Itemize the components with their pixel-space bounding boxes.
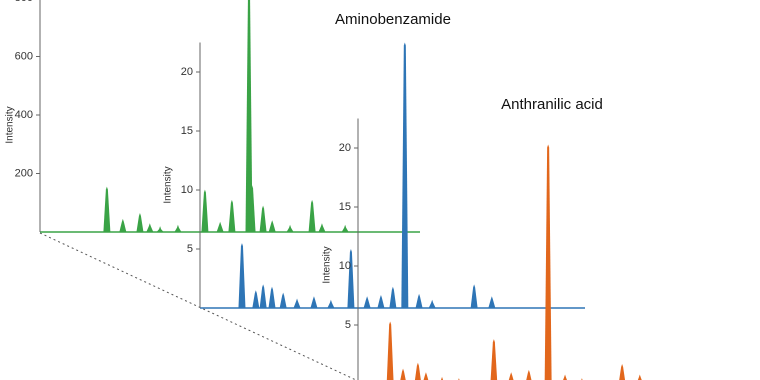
peak bbox=[363, 296, 371, 308]
peak bbox=[377, 295, 385, 308]
peak bbox=[637, 374, 642, 380]
y-tick-label: 5 bbox=[187, 243, 193, 255]
peak bbox=[341, 224, 349, 232]
peak bbox=[228, 199, 236, 232]
peak bbox=[201, 189, 209, 232]
peak bbox=[259, 205, 267, 232]
peak bbox=[174, 224, 182, 232]
peak bbox=[248, 185, 256, 232]
y-tick-label: 800 bbox=[15, 0, 33, 4]
peak bbox=[414, 362, 421, 380]
peak bbox=[386, 321, 394, 380]
peak bbox=[293, 298, 301, 308]
peak bbox=[401, 42, 409, 308]
y-tick-label: 5 bbox=[345, 319, 351, 331]
peak bbox=[563, 374, 567, 380]
peak bbox=[238, 243, 246, 308]
peak bbox=[428, 299, 436, 308]
chart-title: Anthranilic acid bbox=[501, 96, 603, 113]
peak bbox=[389, 286, 397, 308]
y-tick-label: 20 bbox=[339, 142, 351, 154]
y-axis-label: Intensity bbox=[163, 166, 174, 203]
y-axis-label: Intensity bbox=[322, 246, 333, 283]
peak bbox=[347, 249, 355, 308]
peak bbox=[526, 369, 532, 380]
peak bbox=[245, 0, 253, 232]
peak bbox=[146, 223, 154, 232]
zoom-guide bbox=[39, 232, 357, 380]
peak bbox=[488, 296, 496, 308]
y-tick-label: 15 bbox=[181, 125, 193, 137]
peak bbox=[216, 221, 224, 232]
peak bbox=[103, 186, 111, 232]
y-tick-label: 10 bbox=[181, 184, 193, 196]
peak bbox=[310, 296, 318, 308]
peak bbox=[318, 223, 326, 232]
y-axis-label: Intensity bbox=[5, 106, 16, 143]
peak bbox=[544, 144, 552, 380]
peak bbox=[252, 290, 260, 308]
y-tick-label: 15 bbox=[339, 201, 351, 213]
peak bbox=[286, 224, 294, 232]
peak bbox=[440, 376, 444, 380]
peak bbox=[327, 299, 335, 308]
chart-title: Aminobenzamide bbox=[335, 11, 451, 28]
y-tick-label: 200 bbox=[15, 167, 33, 179]
peak bbox=[423, 372, 429, 380]
peak bbox=[259, 284, 267, 308]
y-tick-label: 400 bbox=[15, 109, 33, 121]
y-tick-label: 20 bbox=[181, 66, 193, 78]
y-tick-label: 600 bbox=[15, 50, 33, 62]
peak bbox=[619, 363, 626, 380]
y-tick-label: 10 bbox=[339, 260, 351, 272]
peak bbox=[156, 226, 164, 232]
peak bbox=[119, 218, 127, 232]
peak bbox=[268, 286, 276, 308]
peak bbox=[136, 212, 144, 232]
peak bbox=[400, 368, 406, 380]
peak bbox=[470, 284, 478, 308]
peak bbox=[508, 372, 514, 380]
peak bbox=[415, 293, 423, 308]
peak bbox=[279, 292, 287, 308]
peak bbox=[268, 220, 276, 232]
peak bbox=[490, 339, 498, 380]
peak bbox=[308, 199, 316, 232]
